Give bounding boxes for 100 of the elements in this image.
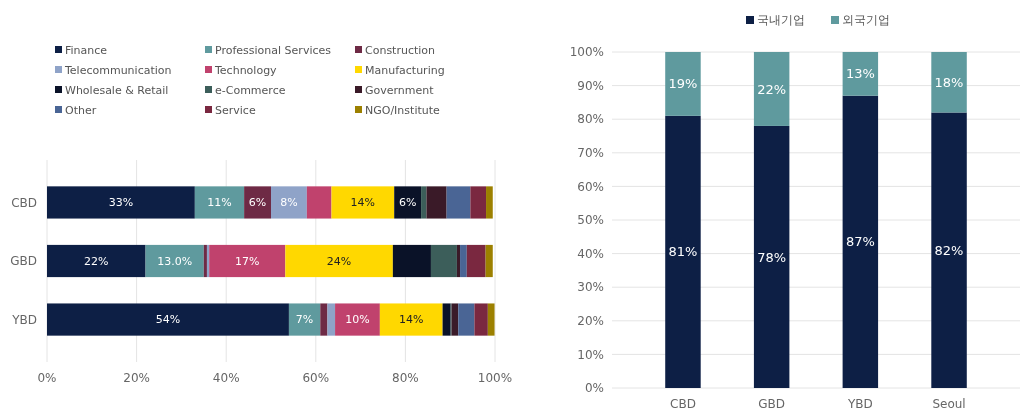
bar	[486, 186, 493, 219]
data-label: 81%	[668, 244, 698, 260]
data-label: 17%	[235, 254, 260, 268]
data-label: 11%	[207, 196, 232, 210]
bar	[466, 244, 486, 278]
bar	[47, 186, 195, 219]
data-label: 19%	[668, 76, 698, 92]
bar	[430, 244, 457, 278]
x-tick-label: GBD	[758, 397, 786, 412]
legend-label: Telecommunication	[64, 63, 172, 77]
legend-label: Government	[365, 83, 435, 97]
y-tick-label: 30%	[577, 280, 604, 295]
x-tick-label: CBD	[670, 397, 696, 412]
bar	[451, 303, 459, 336]
bar	[753, 52, 790, 126]
legend-label: Construction	[365, 43, 436, 57]
legend-label: Wholesale & Retail	[65, 83, 169, 97]
bar	[421, 186, 427, 219]
bar	[485, 244, 493, 278]
bar	[446, 186, 471, 219]
y-tick-label: CBD	[11, 195, 37, 210]
bar	[331, 186, 395, 219]
bar	[470, 186, 487, 219]
legend-label: Finance	[65, 43, 108, 57]
bar	[394, 186, 422, 219]
bar	[458, 303, 475, 336]
y-tick-label: 100%	[569, 45, 604, 60]
bar	[753, 125, 790, 388]
y-tick-label: 10%	[577, 347, 604, 362]
data-label: 13%	[845, 66, 875, 82]
bar	[474, 303, 488, 336]
legend-label: NGO/Institute	[365, 103, 441, 117]
x-tick-label: 60%	[302, 371, 330, 386]
data-label: 22%	[757, 81, 787, 97]
bar	[442, 303, 451, 336]
bar	[320, 303, 328, 336]
bar	[426, 186, 447, 219]
bar	[288, 303, 321, 336]
data-label: 78%	[757, 249, 787, 265]
data-label: 87%	[845, 234, 875, 250]
data-label: 7%	[295, 313, 314, 327]
bar	[487, 303, 495, 336]
bar	[931, 52, 967, 113]
x-tick-label: 20%	[123, 371, 150, 386]
data-label: 54%	[155, 313, 181, 327]
data-label: 13.0%	[157, 254, 193, 268]
bar	[306, 186, 332, 219]
legend-label: 국내기업	[757, 13, 805, 28]
data-label: 22%	[84, 254, 109, 268]
data-label: 24%	[326, 254, 352, 268]
y-tick-label: 40%	[577, 246, 604, 261]
data-label: 6%	[398, 196, 417, 210]
legend-label: Technology	[214, 63, 278, 77]
bar	[456, 244, 461, 278]
legend-label: Professional Services	[215, 43, 332, 57]
y-tick-label: 60%	[577, 179, 604, 194]
y-tick-label: YBD	[11, 312, 37, 327]
bar	[47, 244, 146, 278]
data-label: 18%	[934, 74, 964, 90]
y-tick-label: 90%	[577, 78, 604, 93]
bar	[194, 186, 245, 219]
x-tick-label: YBD	[846, 397, 873, 412]
data-label: 82%	[934, 242, 964, 258]
y-tick-label: 70%	[577, 146, 604, 160]
bar	[842, 95, 879, 388]
legend-label: e-Commerce	[215, 83, 286, 97]
bar	[47, 303, 289, 336]
bar	[931, 112, 967, 388]
data-label: 10%	[345, 313, 370, 327]
data-label: 14%	[350, 196, 376, 210]
legend-label: Other	[65, 103, 97, 117]
x-tick-label: 100%	[477, 371, 513, 386]
bar	[327, 303, 336, 336]
bar	[335, 303, 380, 336]
x-tick-label: 0%	[37, 371, 57, 386]
bar	[665, 52, 701, 116]
y-tick-label: 80%	[577, 112, 604, 127]
bar	[460, 244, 467, 278]
bar	[244, 186, 271, 219]
y-tick-label: 0%	[584, 381, 604, 396]
bar	[665, 115, 701, 388]
bar	[271, 186, 307, 219]
data-label: 8%	[280, 196, 298, 210]
bar	[842, 52, 879, 96]
x-tick-label: Seoul	[932, 397, 966, 412]
bar	[285, 244, 393, 278]
data-label: 14%	[399, 313, 424, 327]
legend-label: 외국기업	[842, 13, 890, 28]
y-tick-label: GBD	[10, 254, 37, 269]
y-tick-label: 20%	[577, 314, 604, 328]
bar	[392, 244, 431, 278]
bar	[209, 244, 286, 278]
legend-label: Manufacturing	[365, 63, 445, 77]
data-label: 33%	[108, 196, 134, 210]
bar	[379, 303, 443, 336]
legend-label: Service	[215, 103, 256, 117]
y-tick-label: 50%	[577, 213, 604, 228]
bar	[145, 244, 204, 278]
data-label: 6%	[248, 196, 267, 210]
x-tick-label: 40%	[212, 371, 240, 386]
